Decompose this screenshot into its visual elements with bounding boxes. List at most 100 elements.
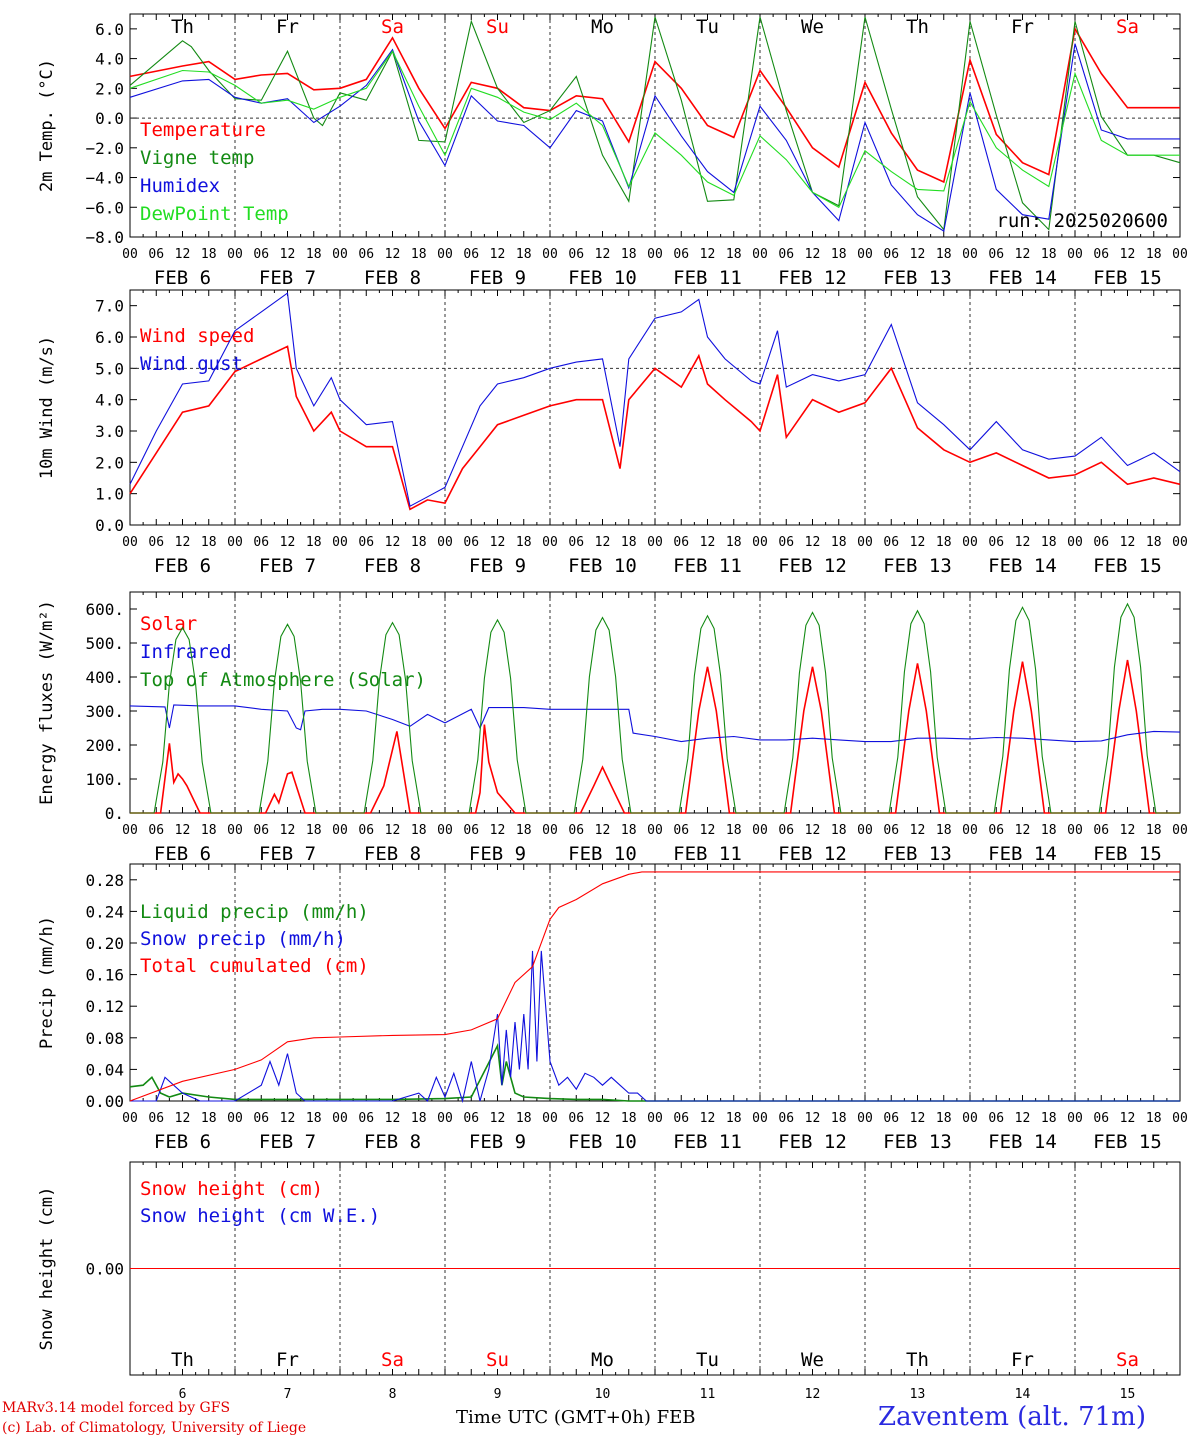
hour-tick-label: 18 xyxy=(1146,535,1162,550)
y-tick-label: 400. xyxy=(85,668,124,687)
day-number-label: 13 xyxy=(910,1387,926,1402)
day-number-label: 11 xyxy=(700,1387,716,1402)
hour-tick-label: 06 xyxy=(883,823,899,838)
hour-tick-label: 00 xyxy=(332,535,348,550)
weekday-label: Sa xyxy=(1116,16,1139,38)
hour-tick-label: 00 xyxy=(542,535,558,550)
hour-tick-label: 12 xyxy=(700,535,716,550)
hour-tick-label: 00 xyxy=(962,535,978,550)
hour-tick-label: 00 xyxy=(857,247,873,262)
weekday-label: Tu xyxy=(696,16,719,38)
day-number-label: 7 xyxy=(284,1387,292,1402)
series-line-dewpoint-temp xyxy=(129,50,1180,209)
hour-tick-label: 06 xyxy=(988,1111,1004,1126)
hour-tick-label: 06 xyxy=(778,823,794,838)
hour-tick-label: 12 xyxy=(910,1111,926,1126)
y-tick-label: 2.0 xyxy=(95,453,124,472)
hour-tick-label: 06 xyxy=(463,247,479,262)
y-tick-label: −6.0 xyxy=(85,198,124,217)
date-label: FEB 12 xyxy=(778,843,847,865)
hour-tick-label: 06 xyxy=(463,535,479,550)
date-label: FEB 12 xyxy=(778,555,847,577)
station-name: Zaventem (alt. 71m) xyxy=(878,1402,1146,1432)
y-tick-label: −8.0 xyxy=(85,228,124,247)
hour-tick-label: 12 xyxy=(280,823,296,838)
hour-tick-label: 00 xyxy=(122,1111,138,1126)
hour-tick-label: 00 xyxy=(122,247,138,262)
y-tick-label: 4.0 xyxy=(95,391,124,410)
hour-tick-label: 00 xyxy=(647,535,663,550)
hour-tick-label: 18 xyxy=(411,1111,427,1126)
y-tick-label: 7.0 xyxy=(95,297,124,316)
hour-tick-label: 12 xyxy=(805,247,821,262)
hour-tick-label: 12 xyxy=(910,247,926,262)
hour-tick-label: 12 xyxy=(595,1111,611,1126)
y-tick-label: 5.0 xyxy=(95,359,124,378)
weekday-label: Mo xyxy=(591,16,614,38)
y-tick-label: 100. xyxy=(85,770,124,789)
hour-tick-label: 00 xyxy=(437,823,453,838)
weekday-label: Fr xyxy=(1011,1349,1034,1371)
y-tick-label: 200. xyxy=(85,736,124,755)
date-label: FEB 12 xyxy=(778,1131,847,1153)
y-tick-label: 0.24 xyxy=(85,902,124,921)
hour-tick-label: 06 xyxy=(568,1111,584,1126)
hour-tick-label: 00 xyxy=(227,535,243,550)
weekday-label: We xyxy=(801,16,824,38)
y-tick-label: 0.12 xyxy=(85,997,124,1016)
lab-credit: (c) Lab. of Climatology, University of L… xyxy=(2,1420,307,1436)
date-label: FEB 14 xyxy=(988,267,1057,289)
y-axis-label: Snow height (cm) xyxy=(37,1187,57,1351)
hour-tick-label: 12 xyxy=(175,247,191,262)
legend-label: Snow height (cm W.E.) xyxy=(140,1205,380,1227)
hour-tick-label: 18 xyxy=(831,823,847,838)
hour-tick-label: 06 xyxy=(883,247,899,262)
hour-tick-label: 06 xyxy=(358,247,374,262)
hour-tick-label: 06 xyxy=(463,823,479,838)
legend-label: Solar xyxy=(140,613,197,635)
hour-tick-label: 00 xyxy=(962,247,978,262)
legend-label: Snow precip (mm/h) xyxy=(140,928,346,950)
hour-tick-label: 12 xyxy=(1015,247,1031,262)
hour-tick-label: 00 xyxy=(752,823,768,838)
hour-tick-label: 06 xyxy=(883,1111,899,1126)
hour-tick-label: 00 xyxy=(1172,535,1188,550)
hour-tick-label: 00 xyxy=(542,1111,558,1126)
day-number-label: 12 xyxy=(805,1387,821,1402)
y-tick-label: 0.08 xyxy=(85,1029,124,1048)
hour-tick-label: 12 xyxy=(1015,823,1031,838)
hour-tick-label: 06 xyxy=(253,823,269,838)
hour-tick-label: 06 xyxy=(778,247,794,262)
hour-tick-label: 18 xyxy=(1146,247,1162,262)
hour-tick-label: 18 xyxy=(306,535,322,550)
series-line-wind-gust xyxy=(129,292,1181,508)
hour-tick-label: 06 xyxy=(568,823,584,838)
hour-tick-label: 06 xyxy=(1093,535,1109,550)
hour-tick-label: 06 xyxy=(1093,823,1109,838)
hour-tick-label: 06 xyxy=(1093,1111,1109,1126)
series-line-infrared xyxy=(129,704,1181,743)
y-tick-label: 6.0 xyxy=(95,328,124,347)
date-label: FEB 6 xyxy=(154,1131,211,1153)
hour-tick-label: 18 xyxy=(1146,823,1162,838)
hour-tick-label: 06 xyxy=(253,535,269,550)
hour-tick-label: 18 xyxy=(936,535,952,550)
day-number-label: 10 xyxy=(595,1387,611,1402)
weekday-label: Mo xyxy=(591,1349,614,1371)
hour-tick-label: 12 xyxy=(385,535,401,550)
y-tick-label: 3.0 xyxy=(95,422,124,441)
hour-tick-label: 00 xyxy=(1067,823,1083,838)
weekday-label: Tu xyxy=(696,1349,719,1371)
hour-tick-label: 06 xyxy=(988,823,1004,838)
y-axis-label: Energy fluxes (W/m²) xyxy=(37,600,57,805)
hour-tick-label: 06 xyxy=(883,535,899,550)
hour-tick-label: 18 xyxy=(1041,247,1057,262)
date-label: FEB 15 xyxy=(1093,267,1162,289)
plot-frame xyxy=(129,863,1181,1102)
y-axis-label: 10m Wind (m/s) xyxy=(37,336,57,479)
date-label: FEB 11 xyxy=(673,843,742,865)
y-tick-label: 0.20 xyxy=(85,934,124,953)
hour-tick-label: 18 xyxy=(306,247,322,262)
hour-tick-label: 12 xyxy=(910,823,926,838)
hour-tick-label: 00 xyxy=(647,1111,663,1126)
